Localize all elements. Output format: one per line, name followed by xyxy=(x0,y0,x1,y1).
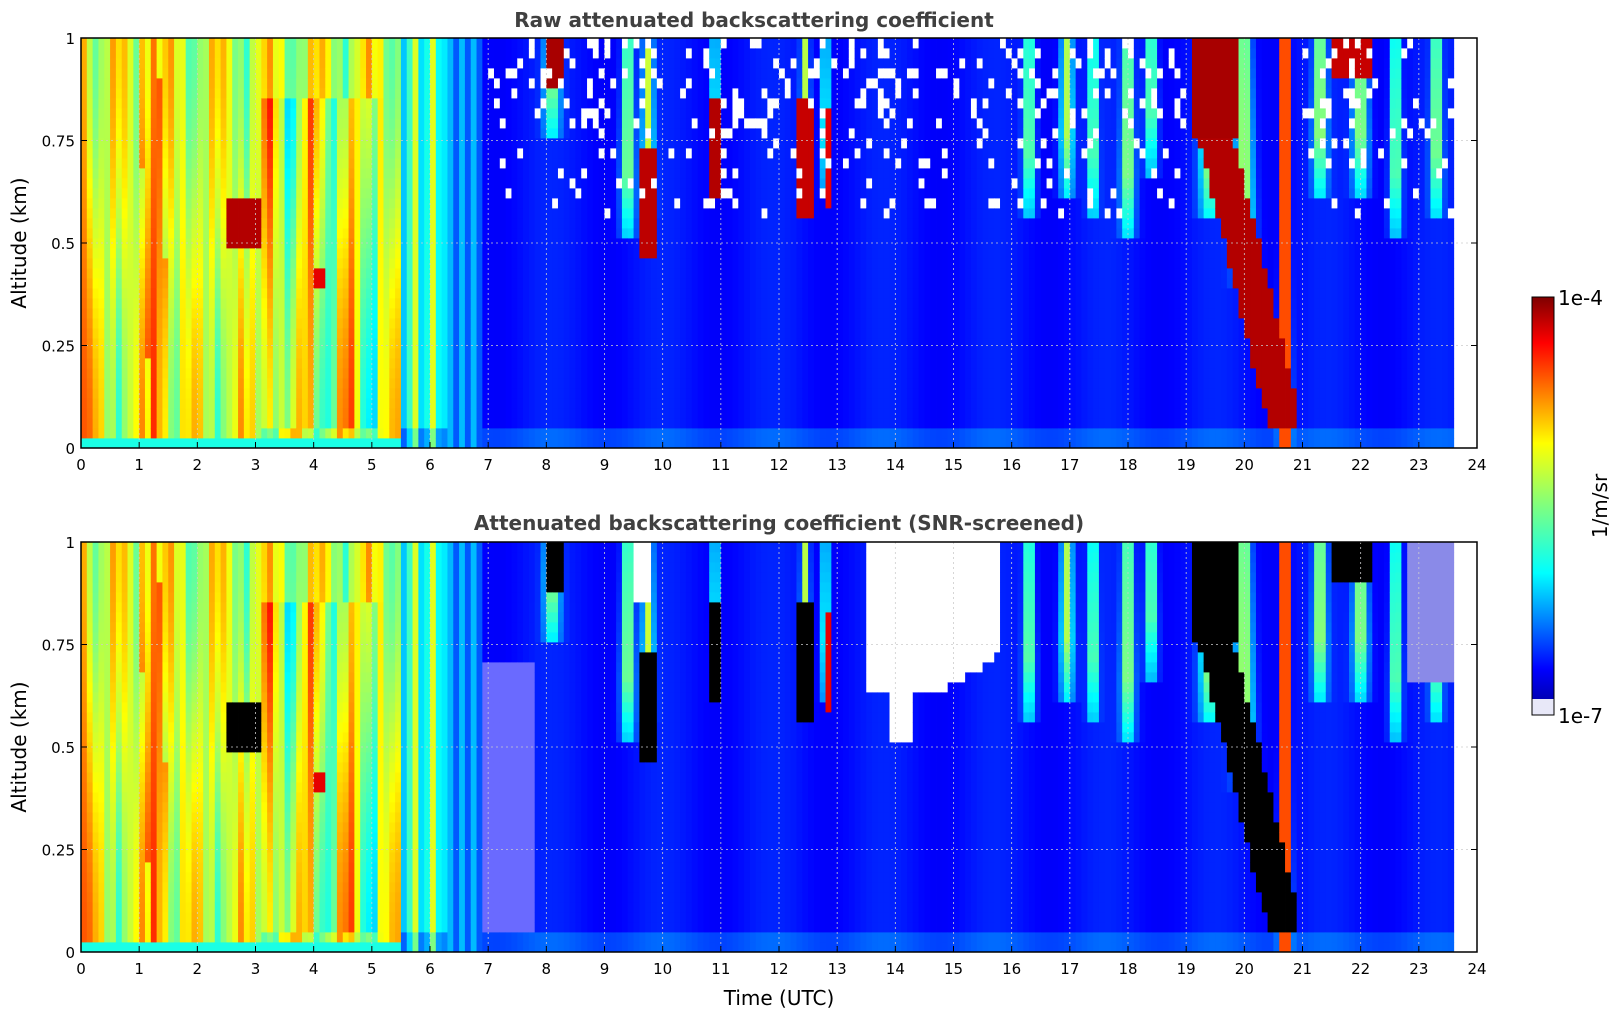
x-tick-label: 11 xyxy=(711,960,730,978)
x-tick-label: 22 xyxy=(1351,456,1370,474)
x-tick-label: 19 xyxy=(1177,960,1196,978)
panel-screened: Attenuated backscattering coefficient (S… xyxy=(7,511,1487,1010)
x-tick-label: 12 xyxy=(769,960,788,978)
x-tick-label: 10 xyxy=(653,456,672,474)
x-tick-label: 15 xyxy=(944,960,963,978)
x-tick-label: 10 xyxy=(653,960,672,978)
x-tick-label: 16 xyxy=(1002,456,1021,474)
x-tick-label: 20 xyxy=(1235,456,1254,474)
x-tick-label: 8 xyxy=(542,960,552,978)
x-tick-label: 18 xyxy=(1118,960,1137,978)
colorbar-under-swatch xyxy=(1532,699,1554,715)
y-tick-label: 0.25 xyxy=(42,338,75,356)
panel-screened-ylabel: Altitude (km) xyxy=(7,681,31,812)
y-tick-label: 0.5 xyxy=(51,739,75,757)
colorbar: 1e-4 1e-7 1/m/sr xyxy=(1532,286,1612,728)
y-tick-label: 0 xyxy=(65,440,75,458)
y-tick-label: 1 xyxy=(65,30,75,48)
x-tick-label: 1 xyxy=(134,960,144,978)
x-tick-label: 13 xyxy=(828,960,847,978)
colorbar-max-label: 1e-4 xyxy=(1558,286,1603,310)
x-tick-label: 4 xyxy=(309,456,319,474)
panel-raw-title: Raw attenuated backscattering coefficien… xyxy=(514,8,994,32)
x-tick-label: 2 xyxy=(193,456,203,474)
x-tick-label: 14 xyxy=(886,960,905,978)
x-tick-label: 0 xyxy=(76,456,86,474)
x-tick-label: 24 xyxy=(1467,960,1486,978)
x-tick-label: 9 xyxy=(600,960,610,978)
x-tick-label: 15 xyxy=(944,456,963,474)
y-tick-label: 0.75 xyxy=(42,637,75,655)
x-tick-label: 11 xyxy=(711,456,730,474)
x-tick-label: 7 xyxy=(483,960,493,978)
x-tick-label: 21 xyxy=(1293,960,1312,978)
colorbar-gradient xyxy=(1532,297,1554,715)
x-tick-label: 23 xyxy=(1409,456,1428,474)
x-tick-label: 17 xyxy=(1060,456,1079,474)
x-tick-label: 6 xyxy=(425,456,435,474)
x-tick-label: 0 xyxy=(76,960,86,978)
y-tick-label: 0.25 xyxy=(42,842,75,860)
colorbar-min-label: 1e-7 xyxy=(1558,704,1603,728)
y-tick-label: 0.5 xyxy=(51,235,75,253)
x-tick-label: 2 xyxy=(193,960,203,978)
x-tick-label: 21 xyxy=(1293,456,1312,474)
x-tick-label: 5 xyxy=(367,960,377,978)
x-tick-label: 17 xyxy=(1060,960,1079,978)
x-tick-label: 3 xyxy=(251,960,261,978)
x-tick-label: 4 xyxy=(309,960,319,978)
x-tick-label: 9 xyxy=(600,456,610,474)
x-tick-label: 6 xyxy=(425,960,435,978)
x-tick-label: 12 xyxy=(769,456,788,474)
x-tick-label: 23 xyxy=(1409,960,1428,978)
x-tick-label: 22 xyxy=(1351,960,1370,978)
x-tick-label: 13 xyxy=(828,456,847,474)
y-tick-label: 0.75 xyxy=(42,133,75,151)
x-tick-label: 8 xyxy=(542,456,552,474)
x-tick-label: 7 xyxy=(483,456,493,474)
y-tick-label: 1 xyxy=(65,534,75,552)
x-tick-label: 1 xyxy=(134,456,144,474)
panel-screened-title: Attenuated backscattering coefficient (S… xyxy=(474,511,1084,535)
x-tick-label: 19 xyxy=(1177,456,1196,474)
x-tick-label: 24 xyxy=(1467,456,1486,474)
colorbar-unit-label: 1/m/sr xyxy=(1588,473,1612,538)
x-tick-label: 3 xyxy=(251,456,261,474)
x-tick-label: 20 xyxy=(1235,960,1254,978)
x-tick-label: 18 xyxy=(1118,456,1137,474)
x-tick-label: 14 xyxy=(886,456,905,474)
x-tick-label: 16 xyxy=(1002,960,1021,978)
panel-screened-xlabel: Time (UTC) xyxy=(723,986,835,1010)
panel-raw-ylabel: Altitude (km) xyxy=(7,177,31,308)
y-tick-label: 0 xyxy=(65,944,75,962)
x-tick-label: 5 xyxy=(367,456,377,474)
panel-raw: Raw attenuated backscattering coefficien… xyxy=(7,8,1487,474)
